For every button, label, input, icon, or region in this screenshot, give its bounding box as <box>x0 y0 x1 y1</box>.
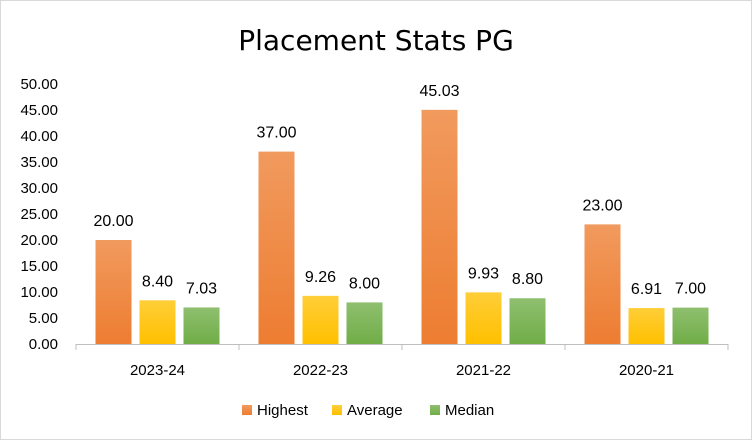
bars <box>95 109 709 345</box>
data-label: 20.00 <box>93 213 133 230</box>
bar-median <box>672 307 709 344</box>
data-label: 8.40 <box>142 273 173 290</box>
data-label: 9.26 <box>305 269 336 286</box>
legend: Highest Average Median <box>242 402 494 419</box>
y-tick-label: 25.00 <box>20 206 58 223</box>
data-label: 23.00 <box>582 197 622 214</box>
y-tick-label: 0.00 <box>29 336 58 353</box>
y-tick-label: 50.00 <box>20 76 58 93</box>
bar-median <box>509 298 546 344</box>
data-label: 37.00 <box>256 125 296 142</box>
x-axis: 2023-24 2022-23 2021-22 2020-21 <box>75 344 729 379</box>
y-tick-label: 20.00 <box>20 232 58 249</box>
bar-highest <box>258 151 295 344</box>
data-labels: 20.00 37.00 45.03 23.00 8.40 9.26 9.93 6.91 7.03… <box>93 83 706 298</box>
bar-median <box>183 307 220 344</box>
y-tick-label: 15.00 <box>20 258 58 275</box>
legend-label-highest: Highest <box>257 402 309 419</box>
x-category-label: 2021-22 <box>456 362 511 379</box>
y-tick-label: 10.00 <box>20 284 58 301</box>
bar-average <box>465 292 502 344</box>
y-tick-label: 35.00 <box>20 154 58 171</box>
y-tick-label: 5.00 <box>29 310 58 327</box>
legend-label-median: Median <box>445 402 494 419</box>
y-tick-label: 30.00 <box>20 180 58 197</box>
data-label: 6.91 <box>631 281 662 298</box>
data-label: 7.03 <box>186 280 217 297</box>
y-tick-label: 40.00 <box>20 128 58 145</box>
bar-highest <box>421 109 458 345</box>
data-label: 8.00 <box>349 275 380 292</box>
bar-highest <box>584 224 621 344</box>
legend-swatch-highest <box>242 405 252 415</box>
data-label: 9.93 <box>468 265 499 282</box>
bar-highest <box>95 240 132 344</box>
bar-average <box>628 308 665 344</box>
bar-median <box>346 302 383 344</box>
x-category-label: 2020-21 <box>619 362 674 379</box>
bar-average <box>302 295 339 344</box>
chart-title: Placement Stats PG <box>238 24 514 57</box>
data-label: 45.03 <box>419 83 459 100</box>
x-category-label: 2023-24 <box>130 362 185 379</box>
data-label: 7.00 <box>675 281 706 298</box>
legend-swatch-average <box>332 405 342 415</box>
x-category-label: 2022-23 <box>293 362 348 379</box>
y-tick-label: 45.00 <box>20 102 58 119</box>
legend-label-average: Average <box>347 402 403 419</box>
y-axis: 0.00 5.00 10.00 15.00 20.00 25.00 30.00 35.00 40… <box>20 76 58 353</box>
bar-average <box>139 300 176 344</box>
data-label: 8.80 <box>512 271 543 288</box>
legend-swatch-median <box>430 405 440 415</box>
